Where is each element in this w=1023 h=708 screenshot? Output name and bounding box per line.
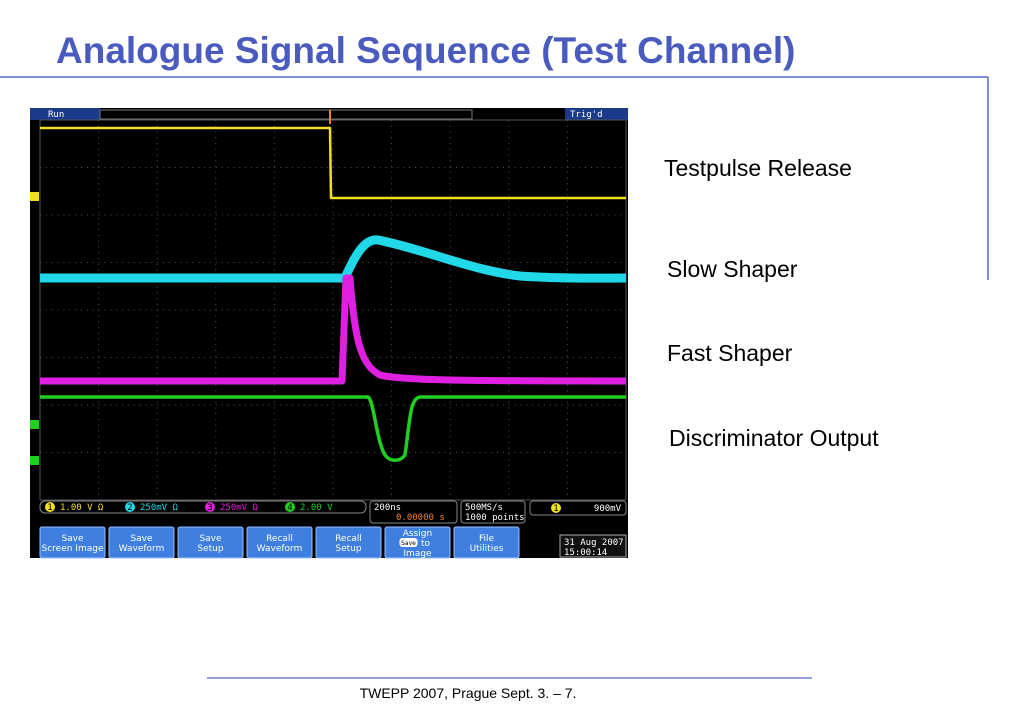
soft-button (246, 526, 313, 559)
record-length: 1000 points (465, 513, 525, 523)
button-text: Save (401, 540, 416, 547)
channel-number: 3 (207, 503, 212, 513)
label: Fast Shaper (667, 340, 793, 366)
channel-scale: 2.00 V (300, 503, 333, 513)
button-text: Assign (403, 529, 432, 539)
button-text: File (479, 534, 495, 544)
button-text: Save (199, 534, 222, 544)
button-text: Recall (266, 534, 293, 544)
status-bar (565, 108, 628, 120)
button-text: Waveform (119, 544, 165, 554)
ch-marker (30, 192, 39, 201)
trace-2 (40, 235, 627, 283)
trace-1 (40, 126, 626, 200)
traces (40, 126, 627, 462)
ch-marker (30, 456, 39, 465)
button-text: Setup (335, 544, 361, 554)
soft-button (177, 526, 244, 559)
soft-button (39, 526, 106, 559)
status: Trig'd (570, 110, 603, 120)
sample-rate: 500MS/s (465, 503, 503, 513)
channel-badge (205, 502, 215, 512)
record-bar (99, 109, 473, 120)
date: 31 Aug 2007 (564, 538, 624, 548)
soft-button (315, 526, 382, 559)
soft-button (108, 526, 175, 559)
channel-badge (45, 502, 55, 512)
label: Slow Shaper (667, 256, 798, 282)
channel-number: 2 (127, 503, 132, 513)
readout (460, 500, 526, 524)
ch-marker (30, 420, 39, 429)
readout (529, 500, 627, 516)
button-text: Waveform (257, 544, 303, 554)
label: Testpulse Release (664, 155, 852, 181)
footer: TWEPP 2007, Prague Sept. 3. – 7. (360, 685, 577, 701)
clock (559, 534, 627, 558)
channel-badge (285, 502, 295, 512)
trace-3 (40, 274, 627, 385)
timebase: 200ns (374, 503, 401, 513)
trigger-level: 900mV (594, 504, 622, 514)
channel-scale: 250mV Ω (220, 503, 259, 513)
button-text: Recall (335, 534, 362, 544)
channel-number: 4 (287, 503, 292, 513)
channel-scale: 250mV Ω (140, 503, 179, 513)
channel-scale: 1.00 V Ω (60, 503, 104, 513)
trigger-channel: 1 (553, 504, 558, 514)
button-text: Setup (197, 544, 223, 554)
button-text: Image (403, 549, 432, 559)
readout (39, 500, 367, 514)
position: 0.00000 s (396, 513, 445, 523)
button-chip (399, 538, 418, 547)
status: Run (48, 110, 64, 120)
button-text: Save (61, 534, 84, 544)
button-text: Screen Image (42, 544, 104, 554)
button-text: Utilities (470, 544, 504, 554)
button-text: to (421, 539, 431, 549)
time: 15:00:14 (564, 548, 607, 558)
channel-number: 1 (47, 503, 52, 513)
label: Discriminator Output (669, 425, 879, 451)
trace-4 (40, 395, 626, 462)
soft-button (453, 526, 520, 559)
scope-frame (30, 108, 628, 558)
channel-badge (125, 502, 135, 512)
graticule (39, 119, 627, 501)
trigger-badge (551, 503, 561, 513)
status-bar (30, 108, 100, 120)
button-text: Save (130, 534, 153, 544)
title: Analogue Signal Sequence (Test Channel) (56, 30, 795, 71)
oscilloscope: Run Trig'd 1 1.00 V Ω 2 250mV Ω 3 250mV Ω 4 2.0… (30, 108, 628, 559)
readout (369, 500, 458, 524)
